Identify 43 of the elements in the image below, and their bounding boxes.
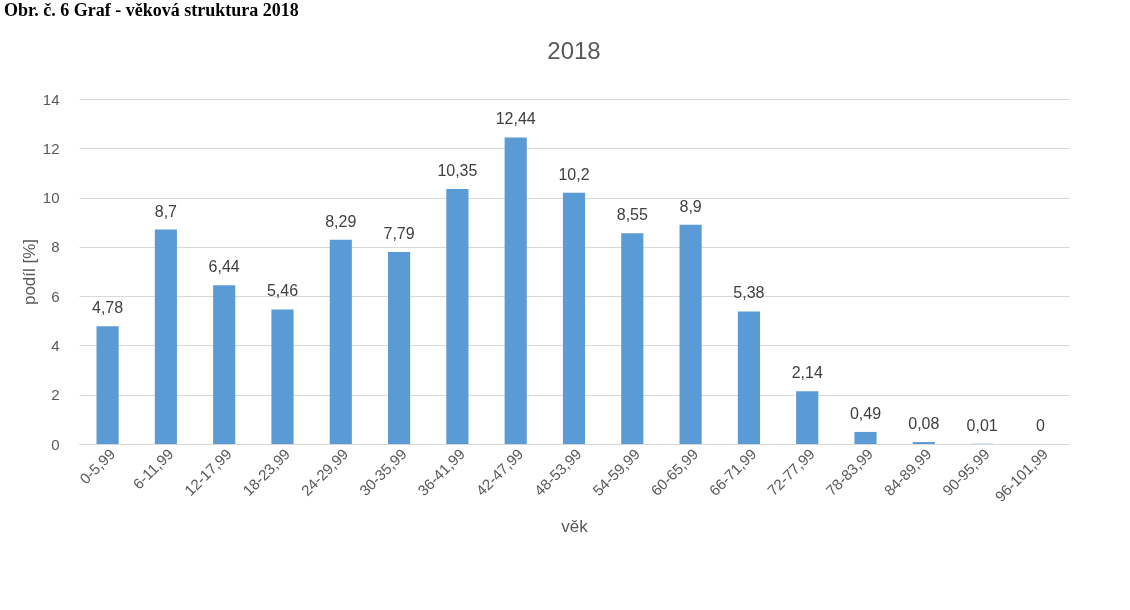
bar [213,285,236,444]
data-label: 2,14 [791,364,823,382]
bar [96,326,119,444]
bar [679,224,702,444]
data-label: 4,78 [92,299,124,317]
bar [154,229,177,444]
data-label: 7,79 [383,225,415,243]
data-label: 8,55 [616,206,648,224]
y-tick-label: 0 [51,435,60,453]
y-tick-label: 8 [51,238,60,256]
bar [796,391,819,444]
data-label: 5,38 [733,284,765,302]
bar [621,233,644,444]
bar [504,137,527,444]
data-label: 8,29 [325,212,357,230]
data-label: 8,7 [154,202,178,220]
y-tick-label: 10 [42,189,60,207]
y-tick-label: 6 [51,287,60,305]
data-label: 10,2 [558,165,590,183]
data-label: 0 [1035,417,1045,434]
bar [446,188,469,444]
data-label: 12,44 [495,110,536,128]
y-tick-label: 14 [42,90,60,108]
y-tick-label: 2 [51,386,60,404]
data-label: 8,9 [679,197,702,215]
bar [562,192,586,444]
data-label: 10,35 [437,161,478,179]
text: Obr. č. 6 Graf - věková struktura 2018 [3,0,300,20]
bar [329,239,352,444]
data-label: 0,49 [849,404,882,422]
bar [271,309,294,444]
data-label: 0,08 [908,415,940,433]
x-axis-title: věk [561,516,589,536]
y-axis-title: podíl [%] [19,238,39,306]
y-tick-label: 12 [42,139,60,157]
bar [388,252,411,444]
bar [737,311,760,444]
y-tick-label: 4 [51,336,60,354]
chart-title: 2018 [547,37,601,64]
data-label: 0,01 [966,416,998,434]
bar [854,431,877,444]
data-label: 6,44 [208,258,240,276]
data-label: 5,46 [266,282,299,300]
